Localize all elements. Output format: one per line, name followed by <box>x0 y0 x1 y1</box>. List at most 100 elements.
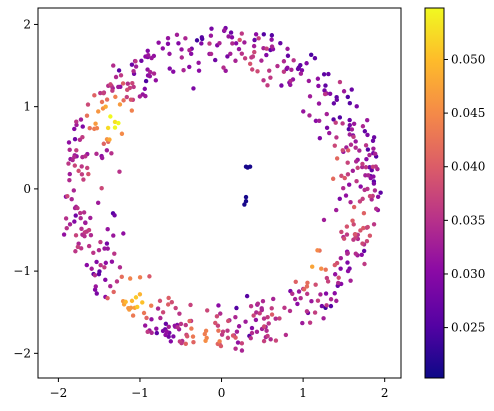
scatter-point <box>337 79 343 85</box>
scatter-point <box>323 267 328 272</box>
scatter-point <box>255 301 261 306</box>
scatter-point <box>114 279 120 284</box>
scatter-point <box>354 104 359 109</box>
scatter-point <box>339 173 344 179</box>
scatter-point <box>167 66 172 71</box>
scatter-point <box>261 78 266 83</box>
scatter-points <box>61 25 383 353</box>
scatter-point <box>334 97 340 103</box>
scatter-point <box>255 69 260 74</box>
colorbar-tick-label: 0.030 <box>451 267 485 281</box>
scatter-point <box>357 148 362 153</box>
scatter-point <box>213 320 218 326</box>
scatter-point <box>72 136 78 142</box>
scatter-point <box>327 91 333 96</box>
scatter-point <box>130 81 135 86</box>
scatter-point <box>217 339 222 344</box>
scatter-point <box>336 275 341 280</box>
scatter-point <box>307 113 312 118</box>
scatter-point <box>321 316 326 321</box>
scatter-point <box>242 202 247 207</box>
scatter-point <box>264 328 269 333</box>
scatter-point <box>273 316 278 321</box>
scatter-point <box>357 199 363 204</box>
scatter-point <box>367 152 372 158</box>
scatter-point <box>261 324 267 329</box>
x-axis: −2 −1 0 1 2 <box>50 378 389 400</box>
scatter-point <box>317 135 323 141</box>
scatter-point <box>166 324 171 329</box>
scatter-point <box>75 244 81 250</box>
scatter-point <box>133 59 138 64</box>
scatter-point <box>365 132 370 138</box>
scatter-point <box>244 293 250 299</box>
scatter-point <box>207 41 212 46</box>
scatter-point <box>93 284 98 289</box>
scatter-point <box>351 134 356 140</box>
scatter-point <box>108 284 113 289</box>
scatter-point <box>309 299 314 304</box>
scatter-point <box>252 37 257 43</box>
scatter-point <box>319 303 325 309</box>
scatter-point <box>257 311 262 316</box>
scatter-point <box>225 328 230 333</box>
scatter-point <box>266 321 271 326</box>
scatter-point <box>261 32 266 37</box>
scatter-point <box>360 164 365 170</box>
scatter-point <box>360 241 365 246</box>
scatter-point <box>328 297 334 302</box>
scatter-point <box>261 316 267 321</box>
scatter-point <box>350 168 356 174</box>
scatter-point <box>242 56 248 61</box>
scatter-point <box>104 241 110 246</box>
scatter-point <box>325 279 331 284</box>
scatter-point <box>334 298 339 304</box>
scatter-point <box>98 239 103 245</box>
scatter-point <box>239 341 245 346</box>
scatter-point <box>191 339 196 345</box>
scatter-point <box>324 303 329 308</box>
scatter-point <box>154 330 159 336</box>
scatter-point <box>259 58 264 63</box>
scatter-point <box>119 274 124 280</box>
scatter-point <box>155 306 161 311</box>
scatter-point <box>203 328 209 334</box>
scatter-point <box>228 30 234 35</box>
scatter-point <box>183 36 188 41</box>
scatter-point <box>348 199 353 205</box>
scatter-point <box>78 216 83 221</box>
scatter-point <box>110 88 115 93</box>
scatter-point <box>82 230 88 235</box>
scatter-point <box>79 226 84 232</box>
scatter-point <box>239 348 245 353</box>
scatter-point <box>83 154 88 159</box>
scatter-point <box>304 309 310 314</box>
scatter-point <box>348 278 353 283</box>
scatter-point <box>345 260 350 265</box>
scatter-point <box>187 64 192 70</box>
scatter-point <box>315 76 321 81</box>
scatter-point <box>315 298 321 303</box>
scatter-point <box>333 120 338 125</box>
scatter-point <box>375 194 381 200</box>
scatter-point <box>196 60 201 66</box>
scatter-point <box>94 291 99 296</box>
scatter-point <box>165 41 171 47</box>
scatter-point <box>137 275 143 280</box>
scatter-point <box>291 58 296 63</box>
scatter-point <box>117 169 122 174</box>
scatter-point <box>331 101 337 106</box>
scatter-point <box>88 232 94 238</box>
scatter-point <box>194 38 200 43</box>
scatter-point <box>269 44 275 49</box>
scatter-point <box>105 295 110 301</box>
scatter-point <box>88 215 93 221</box>
colorbar-tick-label: 0.045 <box>451 106 485 120</box>
scatter-point <box>181 68 186 73</box>
scatter-point <box>269 312 275 317</box>
scatter-point <box>265 83 270 88</box>
scatter-point <box>253 32 259 37</box>
scatter-point <box>92 93 97 98</box>
scatter-point <box>116 84 121 90</box>
scatter-point <box>336 280 341 286</box>
